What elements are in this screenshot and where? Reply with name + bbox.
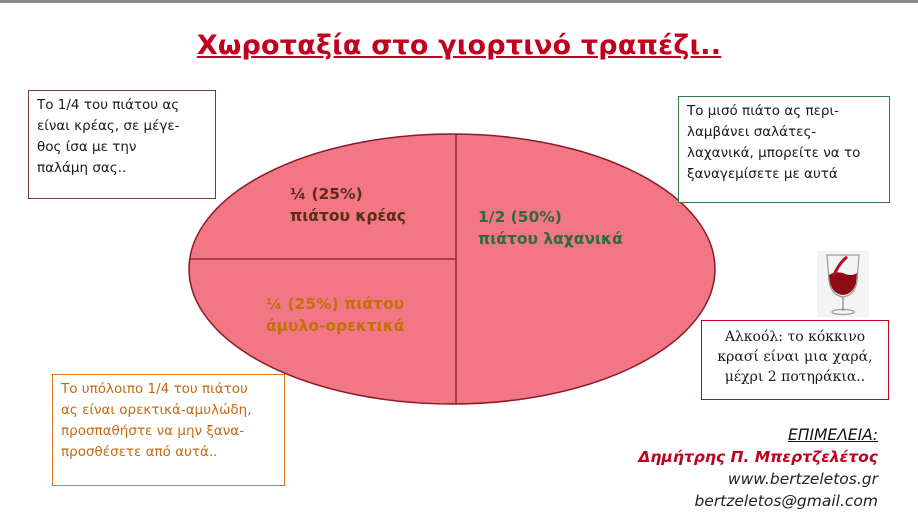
author-email-link[interactable]: bertzeletos@gmail.com xyxy=(694,492,878,510)
wine-note-line: Αλκοόλ: το κόκκινο xyxy=(724,329,866,345)
author-name: Δημήτρης Π. Μπερτζελέτος xyxy=(638,448,878,466)
starch-note-line: προσπαθήστε να μην ξανα- xyxy=(61,423,245,439)
top-border-line xyxy=(0,0,918,3)
starch-note-line: Το υπόλοιπο 1/4 του πιάτου xyxy=(61,381,248,397)
segment-label-meat: ¼ (25%) πιάτου κρέας xyxy=(290,183,406,227)
meat-note-line: θος ίσα με την xyxy=(37,139,137,155)
wine-note-box: Αλκοόλ: το κόκκινο κρασί είναι μια χαρά,… xyxy=(701,320,889,400)
vegetables-note-box: Το μισό πιάτο ας περι- λαμβάνει σαλάτες-… xyxy=(678,96,890,203)
vegetables-note-line: λαμβάνει σαλάτες- xyxy=(687,124,817,140)
plate-chart: ¼ (25%) πιάτου κρέας ¼ (25%) πιάτου άμυλ… xyxy=(188,133,716,405)
credits-label: ΕΠΙΜΕΛΕΙΑ: xyxy=(788,426,878,444)
segment-starch-name: άμυλο-ορεκτικά xyxy=(266,317,405,335)
segment-meat-name: πιάτου κρέας xyxy=(290,207,406,225)
plate-svg xyxy=(188,133,716,405)
segment-vegetables-share: 1/2 (50%) xyxy=(478,208,562,226)
author-website-link[interactable]: www.bertzeletos.gr xyxy=(727,470,878,488)
vegetables-note-line: ξαναγεμίσετε με αυτά xyxy=(687,166,838,182)
segment-label-starch: ¼ (25%) πιάτου άμυλο-ορεκτικά xyxy=(266,293,404,337)
starch-note-line: προσθέσετε από αυτά.. xyxy=(61,444,218,460)
plate-ellipse xyxy=(188,133,716,405)
vegetables-note-line: Το μισό πιάτο ας περι- xyxy=(687,103,839,119)
credits-block: ΕΠΙΜΕΛΕΙΑ: Δημήτρης Π. Μπερτζελέτος www.… xyxy=(638,424,878,512)
wine-note-line: κρασί είναι μια χαρά, xyxy=(717,349,873,365)
segment-label-vegetables: 1/2 (50%) πιάτου λαχανικά xyxy=(478,206,623,250)
page-title: Χωροταξία στο γιορτινό τραπέζι.. xyxy=(196,30,722,61)
meat-note-line: είναι κρέας, σε μέγε- xyxy=(37,118,180,134)
vegetables-note-line: λαχανικά, μπορείτε να το xyxy=(687,145,861,161)
starch-note-box: Το υπόλοιπο 1/4 του πιάτου ας είναι ορεκ… xyxy=(52,374,285,486)
starch-note-line: ας είναι ορεκτικά-αμυλώδη, xyxy=(61,402,252,418)
meat-note-line: Το 1/4 του πιάτου ας xyxy=(37,97,180,113)
segment-meat-share: ¼ (25%) xyxy=(290,185,363,203)
segment-vegetables-name: πιάτου λαχανικά xyxy=(478,230,623,248)
wine-note-line: μέχρι 2 ποτηράκια.. xyxy=(724,369,866,385)
segment-starch-share: ¼ (25%) πιάτου xyxy=(266,295,405,313)
meat-note-box: Το 1/4 του πιάτου ας είναι κρέας, σε μέγ… xyxy=(28,90,216,199)
wine-glass-icon xyxy=(817,251,869,317)
meat-note-line: παλάμη σας.. xyxy=(37,160,127,176)
